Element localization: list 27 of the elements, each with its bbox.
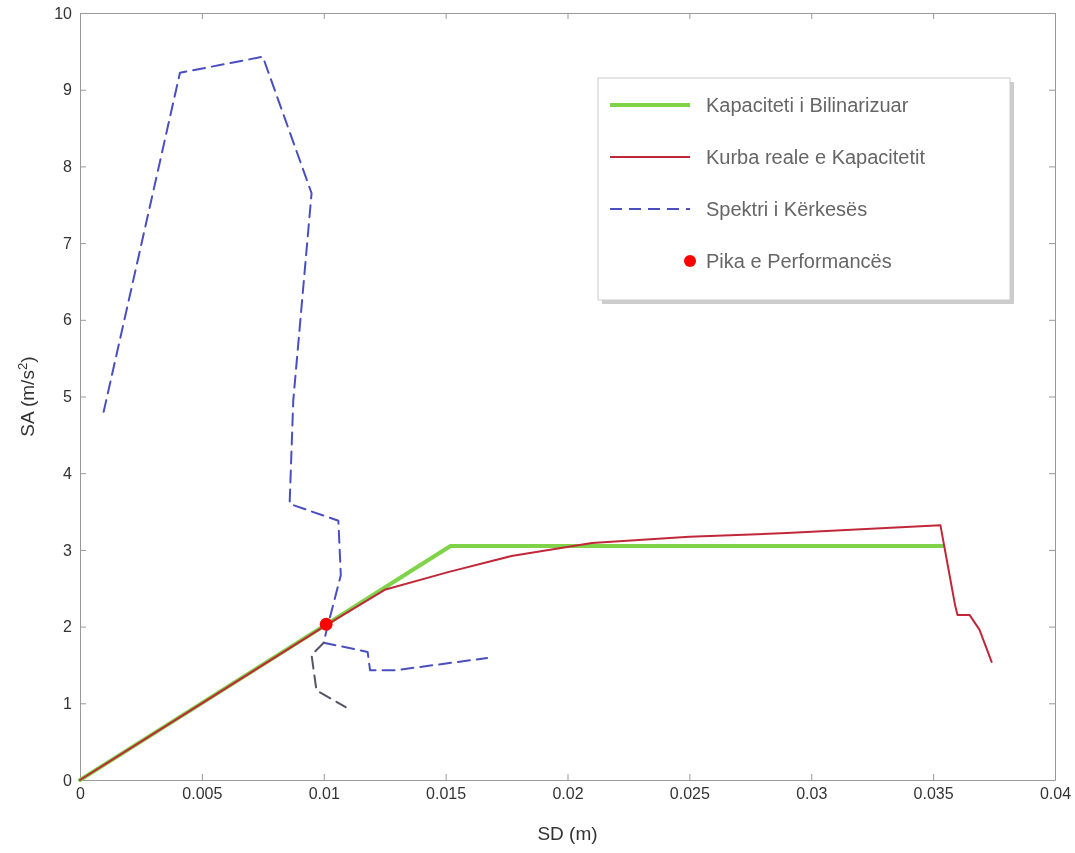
legend-label: Kurba reale e Kapacitetit (706, 146, 926, 168)
x-tick-label: 0.015 (426, 785, 467, 803)
y-tick-label: 2 (63, 618, 73, 636)
x-tick-label: 0.01 (308, 785, 340, 803)
y-tick-label: 5 (63, 388, 73, 406)
x-tick-label: 0.035 (913, 785, 954, 803)
y-tick-label: 4 (63, 464, 73, 482)
x-axis-title: SD (m) (537, 823, 598, 844)
legend-label: Pika e Performancës (706, 250, 892, 272)
legend-label: Kapaciteti i Bilinarizuar (706, 94, 909, 116)
x-tick-label: 0.025 (669, 785, 710, 803)
y-tick-label: 9 (63, 81, 73, 99)
y-tick-label: 3 (63, 541, 73, 559)
y-tick-label: 8 (63, 158, 73, 176)
y-tick-label: 7 (63, 234, 73, 252)
legend-label: Spektri i Kërkesës (706, 198, 868, 220)
x-tick-label: 0.04 (1039, 785, 1072, 803)
y-tick-label: 0 (63, 771, 73, 789)
y-tick-label: 1 (63, 694, 73, 712)
x-tick-label: 0.02 (552, 785, 584, 803)
y-tick-label: 6 (63, 311, 73, 329)
x-tick-label: 0 (76, 785, 86, 803)
x-tick-label: 0.03 (796, 785, 828, 803)
y-tick-label: 10 (54, 4, 73, 22)
line-series (102, 55, 489, 672)
line-series (310, 641, 347, 709)
x-tick-label: 0.005 (182, 785, 223, 803)
